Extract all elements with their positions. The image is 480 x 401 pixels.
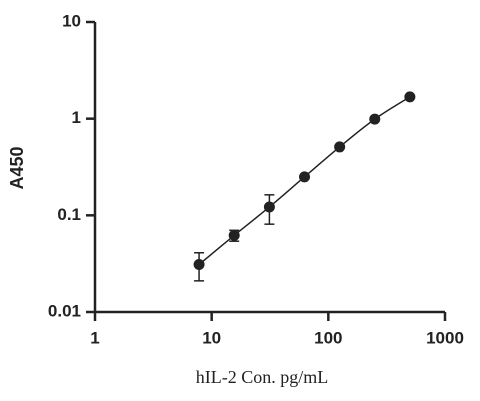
y-tick-label: 10 bbox=[62, 11, 81, 30]
data-point bbox=[193, 259, 205, 271]
data-point bbox=[263, 201, 275, 213]
data-point bbox=[404, 91, 416, 103]
y-tick-label: 1 bbox=[72, 108, 81, 127]
y-axis-label: A450 bbox=[7, 146, 27, 189]
x-tick-label: 1 bbox=[90, 328, 99, 347]
x-tick-label: 1000 bbox=[426, 328, 464, 347]
data-point bbox=[369, 113, 381, 125]
x-tick-label: 10 bbox=[202, 328, 221, 347]
y-tick-label: 0.01 bbox=[48, 301, 81, 320]
data-point bbox=[228, 229, 240, 241]
data-point bbox=[299, 171, 311, 183]
x-tick-label: 100 bbox=[314, 328, 342, 347]
x-axis-label: hIL-2 Con. pg/mL bbox=[196, 367, 329, 387]
y-tick-label: 0.1 bbox=[57, 205, 81, 224]
data-point bbox=[334, 141, 346, 153]
